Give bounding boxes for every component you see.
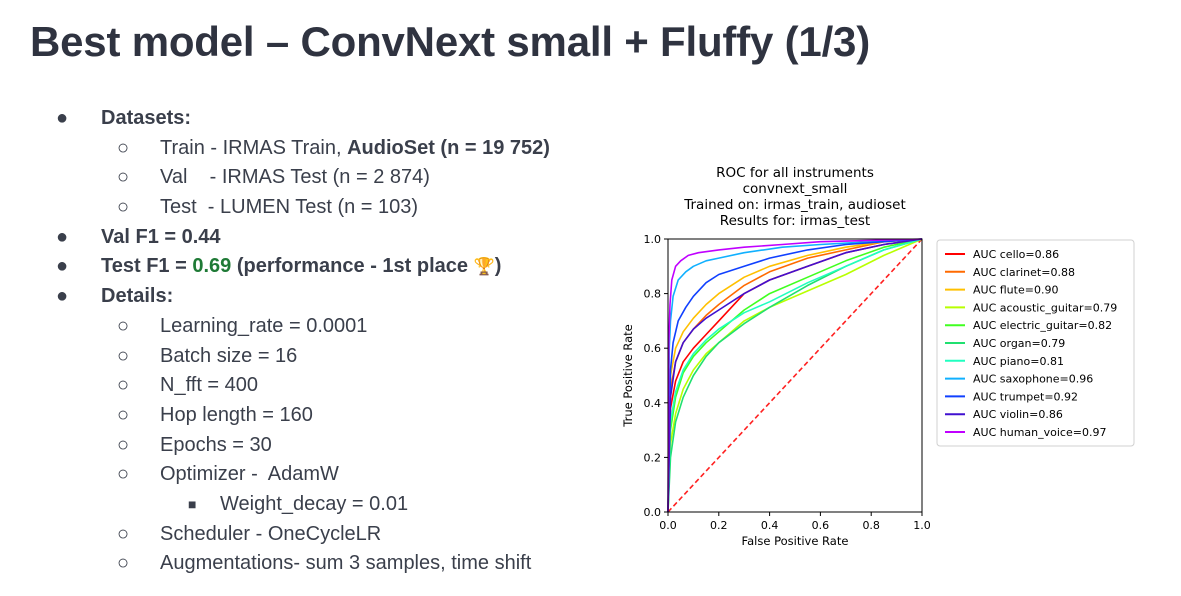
bullet-marker: ○: [117, 344, 130, 367]
bullet-text: Details:: [101, 285, 174, 308]
roc-curve: [667, 238, 923, 513]
bullet-marker: ○: [117, 433, 130, 456]
x-tick-label: 1.0: [913, 519, 931, 532]
legend-label: AUC human_voice=0.97: [973, 426, 1106, 439]
roc-curve: [667, 238, 923, 513]
y-tick-label: 0.4: [644, 397, 662, 410]
bullet-marker: ●: [56, 285, 69, 308]
bullet-marker: ●: [56, 255, 69, 278]
bullet-val-f1: ● Val F1 = 0.44: [56, 223, 616, 253]
x-tick-label: 0.0: [659, 519, 677, 532]
x-tick-label: 0.6: [812, 519, 830, 532]
slide-title: Best model – ConvNext small + Fluffy (1/…: [30, 18, 870, 65]
bullet-scheduler: ○ Scheduler - OneCycleLR: [56, 520, 616, 550]
y-tick-label: 0.2: [644, 451, 662, 464]
bullet-marker: ○: [117, 374, 130, 397]
bullet-batch-size: ○ Batch size = 16: [56, 342, 616, 372]
bullet-test: ○ Test - LUMEN Test (n = 103): [56, 193, 616, 223]
bullet-marker: ○: [117, 522, 130, 545]
y-tick-label: 0.8: [644, 288, 662, 301]
legend-label: AUC clarinet=0.88: [973, 266, 1075, 279]
test-f1-value: 0.69: [192, 255, 232, 278]
chance-line: [667, 238, 923, 513]
legend-label: AUC acoustic_guitar=0.79: [973, 301, 1117, 314]
bullet-marker: ○: [117, 166, 130, 189]
test-f1-suffix: (performance - 1st place: [231, 255, 474, 278]
roc-curve: [667, 238, 923, 513]
roc-curve: [667, 238, 923, 513]
bullet-details: ● Details:: [56, 282, 616, 312]
bullet-test-f1: ● Test F1 = 0.69 (performance - 1st plac…: [56, 252, 616, 282]
bullet-marker: ○: [117, 463, 130, 486]
bullet-text: Datasets:: [101, 107, 192, 129]
y-tick-label: 0.6: [644, 342, 662, 355]
bullet-epochs: ○ Epochs = 30: [56, 431, 616, 461]
roc-curve: [667, 238, 923, 513]
x-axis-label: False Positive Rate: [742, 534, 849, 548]
bullet-augmentations: ○ Augmentations- sum 3 samples, time shi…: [56, 549, 616, 579]
trophy-icon: 🏆: [473, 257, 495, 277]
bullet-text: Test - LUMEN Test (n = 103): [160, 196, 419, 219]
bullet-marker: ●: [56, 225, 69, 248]
bullet-marker: ■: [188, 495, 197, 512]
bullet-marker: ○: [117, 552, 130, 575]
roc-curve: [667, 238, 923, 513]
bullet-text: Augmentations- sum 3 samples, time shift: [160, 552, 532, 575]
legend-label: AUC saxophone=0.96: [973, 373, 1093, 386]
y-tick-label: 1.0: [644, 233, 662, 246]
roc-chart: ROC for all instrumentsconvnext_smallTra…: [621, 165, 1135, 548]
bullet-marker: ○: [117, 196, 130, 219]
legend-label: AUC organ=0.79: [973, 337, 1065, 350]
bullet-list: ● Datasets: ○ Train - IRMAS Train, Audio…: [56, 104, 616, 579]
bullet-optimizer: ○ Optimizer - AdamW: [56, 460, 616, 490]
bullet-text: Batch size = 16: [160, 344, 298, 367]
legend-label: AUC flute=0.90: [973, 284, 1058, 297]
bullet-text: Weight_decay = 0.01: [220, 492, 409, 515]
y-axis-label: True Positive Rate: [621, 324, 635, 427]
train-bold-text: AudioSet (n = 19 752): [347, 136, 550, 159]
train-text: Train - IRMAS Train,: [160, 136, 348, 159]
chart-title-line: convnext_small: [743, 181, 848, 197]
bullet-marker: ○: [117, 314, 130, 337]
bullet-text: Epochs = 30: [160, 433, 272, 456]
legend-box: [936, 239, 1135, 447]
bullet-text: N_fft = 400: [160, 374, 259, 397]
plot-area: [667, 238, 923, 513]
legend-label: AUC piano=0.81: [973, 355, 1064, 368]
bullet-marker: ●: [56, 107, 69, 129]
bullet-weight-decay: ■ Weight_decay = 0.01: [56, 490, 616, 520]
bullet-text: Scheduler - OneCycleLR: [160, 522, 382, 545]
chart-title-line: Results for: irmas_test: [720, 213, 870, 229]
legend-label: AUC trumpet=0.92: [973, 390, 1078, 403]
legend-label: AUC cello=0.86: [973, 248, 1059, 261]
bullet-n-fft: ○ N_fft = 400: [56, 371, 616, 401]
bullet-text: Val F1 = 0.44: [101, 225, 221, 248]
bullet-marker: ○: [117, 403, 130, 426]
bullet-datasets: ● Datasets:: [56, 104, 616, 134]
bullet-learning-rate: ○ Learning_rate = 0.0001: [56, 312, 616, 342]
bullet-text: Val - IRMAS Test (n = 2 874): [160, 166, 430, 189]
bullet-text: Optimizer - AdamW: [160, 463, 339, 486]
chart-title-line: Trained on: irmas_train, audioset: [683, 197, 906, 213]
test-f1-prefix: Test F1 =: [101, 255, 193, 278]
x-tick-label: 0.8: [862, 519, 880, 532]
y-tick-label: 0.0: [644, 506, 662, 519]
x-tick-label: 0.4: [761, 519, 779, 532]
bullet-text: Hop length = 160: [160, 403, 313, 426]
test-f1-close: ): [494, 255, 502, 278]
bullet-val: ○ Val - IRMAS Test (n = 2 874): [56, 163, 616, 193]
bullet-text: Learning_rate = 0.0001: [160, 314, 368, 337]
legend-label: AUC violin=0.86: [973, 408, 1063, 421]
bullet-train: ○ Train - IRMAS Train, AudioSet (n = 19 …: [56, 134, 616, 164]
bullet-marker: ○: [117, 136, 130, 159]
bullet-hop-length: ○ Hop length = 160: [56, 401, 616, 431]
roc-curve: [667, 238, 923, 513]
legend-label: AUC electric_guitar=0.82: [973, 319, 1112, 332]
chart-title-line: ROC for all instruments: [716, 165, 874, 181]
x-tick-label: 0.2: [710, 519, 728, 532]
